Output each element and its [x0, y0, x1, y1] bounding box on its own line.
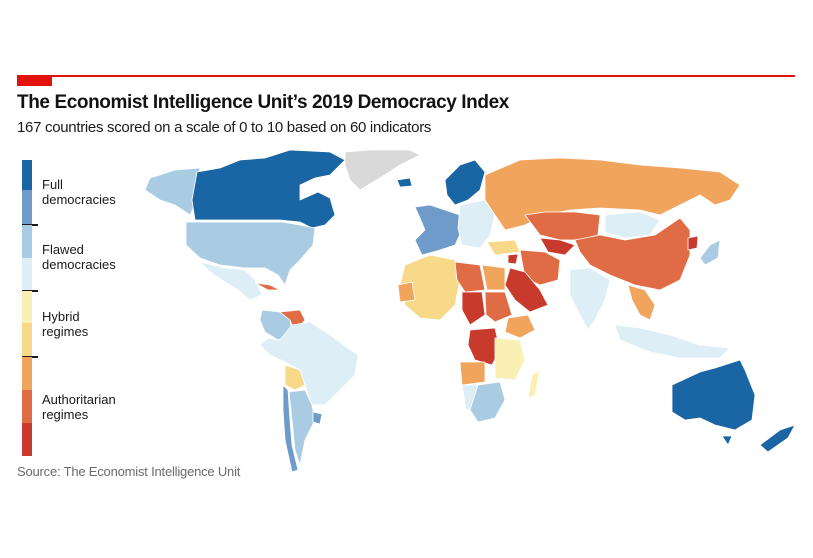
- region-united-states: [185, 221, 316, 286]
- legend-label-line: regimes: [42, 324, 89, 339]
- region-uruguay: [312, 411, 323, 425]
- region-mauritania: [397, 281, 416, 303]
- region-turkmenistan: [539, 237, 576, 256]
- page-subtitle: 167 countries scored on a scale of 0 to …: [17, 119, 432, 136]
- region-australia: [671, 359, 756, 431]
- region-mongolia: [604, 211, 661, 239]
- region-indochina: [627, 284, 656, 321]
- region-japan: [699, 239, 721, 266]
- page-title: The Economist Intelligence Unit’s 2019 D…: [17, 92, 509, 113]
- region-chad: [461, 291, 486, 326]
- source-note: Source: The Economist Intelligence Unit: [17, 464, 241, 479]
- region-sudan: [484, 291, 513, 323]
- legend-label-line: Hybrid: [42, 309, 80, 324]
- region-tasmania: [721, 435, 733, 446]
- legend-label-authoritarian: Authoritarian regimes: [42, 392, 116, 422]
- region-saudi-arabia: [504, 267, 549, 313]
- legend-label-hybrid: Hybrid regimes: [42, 309, 88, 339]
- region-alaska: [144, 167, 201, 216]
- legend-label-flawed: Flawed democracies: [42, 242, 116, 272]
- region-new-zealand: [759, 424, 796, 453]
- legend-label-line: democracies: [42, 257, 116, 272]
- legend: Full democracies Flawed democracies Hybr…: [22, 160, 142, 456]
- header-rule: [17, 75, 795, 77]
- legend-band-authoritarian-2: [22, 390, 32, 423]
- region-mexico: [199, 261, 263, 301]
- region-greenland: [344, 149, 421, 191]
- region-madagascar: [527, 369, 541, 399]
- region-western-europe: [414, 204, 463, 256]
- region-turkey: [486, 239, 521, 256]
- legend-band-full-1: [22, 160, 32, 190]
- region-china: [574, 217, 691, 291]
- legend-band-authoritarian-3: [22, 423, 32, 456]
- legend-band-flawed-2: [22, 258, 32, 290]
- region-chile: [282, 384, 299, 473]
- legend-label-line: Authoritarian: [42, 392, 116, 407]
- legend-band-hybrid-2: [22, 323, 32, 357]
- region-scandinavia: [444, 159, 486, 206]
- legend-label-line: Flawed: [42, 242, 84, 257]
- legend-label-full: Full democracies: [42, 177, 116, 207]
- legend-band-full-2: [22, 190, 32, 225]
- region-south-africa: [469, 381, 506, 423]
- region-ethiopia: [504, 314, 536, 339]
- region-north-korea: [687, 235, 699, 251]
- region-argentina: [288, 389, 316, 466]
- region-india: [569, 267, 611, 331]
- region-cuba: [254, 282, 281, 291]
- region-iceland: [396, 177, 413, 188]
- legend-band-flawed-1: [22, 225, 32, 258]
- header-accent-block: [17, 75, 52, 86]
- region-syria: [507, 253, 519, 265]
- region-libya: [454, 261, 486, 293]
- region-bolivia: [284, 364, 306, 391]
- region-egypt: [481, 264, 506, 291]
- region-east-africa: [494, 337, 526, 381]
- region-southeast-asia: [614, 324, 731, 359]
- region-canada: [191, 149, 346, 229]
- legend-band-authoritarian-1: [22, 357, 32, 390]
- region-brazil: [259, 321, 359, 406]
- region-central-asia: [524, 211, 601, 241]
- legend-label-line: regimes: [42, 407, 89, 422]
- legend-label-line: democracies: [42, 192, 116, 207]
- legend-label-line: Full: [42, 177, 63, 192]
- region-dr-congo: [467, 327, 501, 366]
- legend-band-hybrid-1: [22, 291, 32, 323]
- region-angola: [459, 361, 486, 386]
